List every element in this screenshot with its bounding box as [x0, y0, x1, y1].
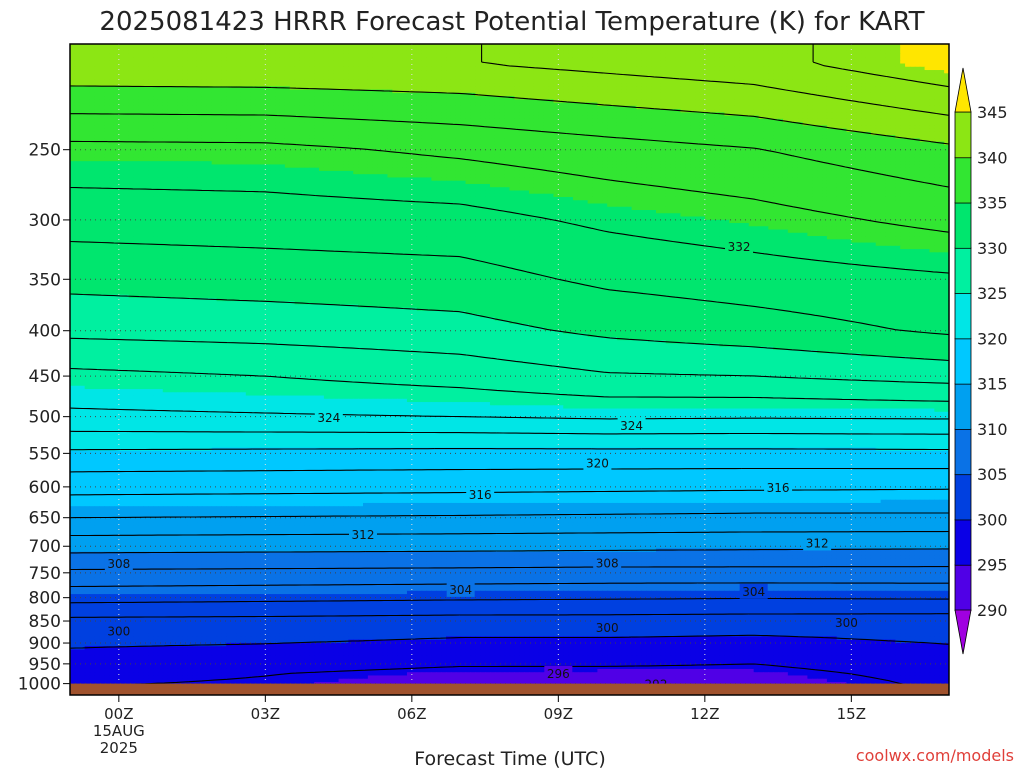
filled-contours — [70, 44, 950, 696]
chart-title: 2025081423 HRRR Forecast Potential Tempe… — [99, 7, 924, 37]
